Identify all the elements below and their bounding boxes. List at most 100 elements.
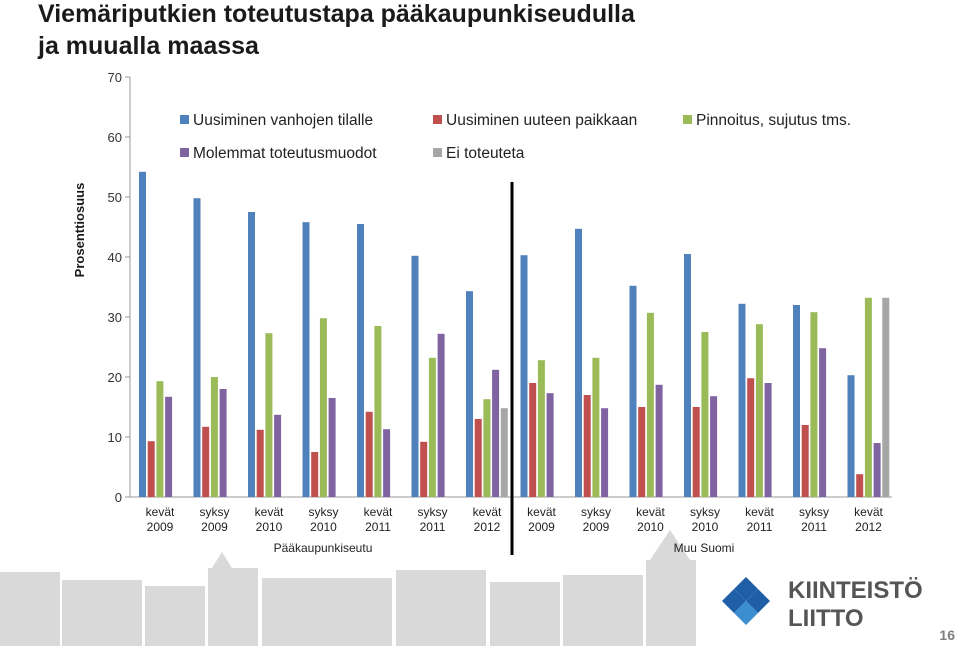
- x-tick-label: 2011: [365, 520, 391, 534]
- bar: [864, 297, 872, 497]
- y-tick-label: 40: [108, 250, 122, 265]
- x-tick-label: kevät: [473, 505, 502, 519]
- y-tick-label: 60: [108, 130, 122, 145]
- x-tick-label: 2012: [855, 520, 882, 534]
- x-tick-label: 2010: [310, 520, 337, 534]
- x-tick-label: syksy: [581, 505, 611, 519]
- bar: [357, 224, 364, 497]
- bar: [710, 396, 718, 497]
- x-tick-label: 2009: [201, 520, 228, 534]
- bar: [529, 383, 537, 497]
- bar: [428, 357, 436, 497]
- x-tick-label: kevät: [255, 505, 284, 519]
- bar: [383, 429, 391, 497]
- bar: [474, 419, 482, 497]
- y-tick-label: 20: [108, 370, 122, 385]
- legend-swatch: [433, 115, 442, 124]
- bar: [311, 452, 319, 497]
- bar: [575, 228, 582, 498]
- legend-swatch: [180, 148, 189, 157]
- x-tick-label: 2010: [256, 520, 283, 534]
- bar: [483, 399, 491, 497]
- bar: [701, 332, 709, 497]
- bar: [139, 171, 146, 498]
- title-line: ja muualla maassa: [37, 32, 260, 60]
- bar: [755, 324, 763, 497]
- bar: [193, 198, 201, 497]
- bar: [156, 381, 164, 497]
- x-tick-label: 2012: [474, 520, 501, 534]
- x-tick-label: kevät: [636, 505, 665, 519]
- legend-swatch: [433, 148, 442, 157]
- x-tick-label: 2011: [747, 520, 773, 534]
- bar: [856, 474, 864, 497]
- bar: [692, 407, 700, 497]
- legend-swatch: [180, 115, 189, 124]
- y-tick-label: 50: [108, 190, 122, 205]
- bar: [738, 303, 746, 497]
- bar: [219, 389, 227, 497]
- bar: [537, 360, 545, 497]
- page-number: 16: [939, 627, 955, 643]
- bar: [592, 357, 600, 497]
- x-tick-label: kevät: [854, 505, 883, 519]
- bar: [847, 375, 855, 497]
- bar: [492, 369, 500, 497]
- logo-text: KIINTEISTÖ: [788, 577, 923, 604]
- bar: [601, 408, 609, 497]
- x-tick-label: kevät: [527, 505, 556, 519]
- bar: [500, 408, 508, 497]
- legend-label: Uusiminen vanhojen tilalle: [193, 112, 373, 129]
- logo-mark: [722, 577, 770, 625]
- logo-text: LIITTO: [788, 605, 864, 632]
- x-tick-label: syksy: [799, 505, 829, 519]
- bar: [248, 212, 255, 497]
- x-tick-label: 2011: [420, 520, 446, 534]
- bar: [420, 441, 428, 497]
- bar: [210, 377, 218, 497]
- bar: [328, 398, 336, 497]
- bar: [882, 297, 890, 497]
- group-label: Muu Suomi: [674, 541, 735, 555]
- bar: [583, 395, 591, 497]
- legend-label: Pinnoitus, sujutus tms.: [696, 112, 851, 129]
- legend-label: Uusiminen uuteen paikkaan: [446, 112, 637, 129]
- bar: [810, 312, 818, 497]
- bar: [374, 326, 382, 497]
- bar: [411, 255, 419, 497]
- bar: [546, 393, 554, 497]
- bar: [265, 333, 273, 497]
- bar: [466, 291, 473, 497]
- y-tick-label: 10: [108, 430, 122, 445]
- x-tick-label: 2009: [528, 520, 555, 534]
- group-label: Pääkaupunkiseutu: [274, 541, 373, 555]
- x-tick-label: 2009: [583, 520, 610, 534]
- bar: [319, 318, 327, 497]
- bar: [638, 407, 646, 497]
- bar: [274, 414, 282, 497]
- legend-label: Molemmat toteutusmuodot: [193, 145, 377, 162]
- bar: [646, 312, 654, 497]
- bar: [793, 305, 800, 497]
- bar: [873, 443, 881, 497]
- bar: [202, 426, 210, 497]
- bar: [147, 441, 155, 497]
- bar: [801, 425, 809, 497]
- x-tick-label: syksy: [200, 505, 230, 519]
- legend-label: Ei toteuteta: [446, 145, 525, 162]
- x-tick-label: syksy: [690, 505, 720, 519]
- title-line: Viemäriputkien toteutustapa pääkaupunkis…: [38, 0, 636, 28]
- y-tick-label: 0: [115, 490, 122, 505]
- legend-swatch: [683, 115, 692, 124]
- x-tick-label: kevät: [364, 505, 393, 519]
- y-tick-label: 70: [108, 70, 122, 85]
- bar: [520, 255, 528, 497]
- x-tick-label: 2010: [637, 520, 664, 534]
- x-tick-label: 2011: [801, 520, 827, 534]
- bar: [819, 348, 827, 497]
- x-tick-label: syksy: [309, 505, 339, 519]
- bar: [437, 333, 445, 497]
- y-tick-label: 30: [108, 310, 122, 325]
- bar: [747, 378, 755, 497]
